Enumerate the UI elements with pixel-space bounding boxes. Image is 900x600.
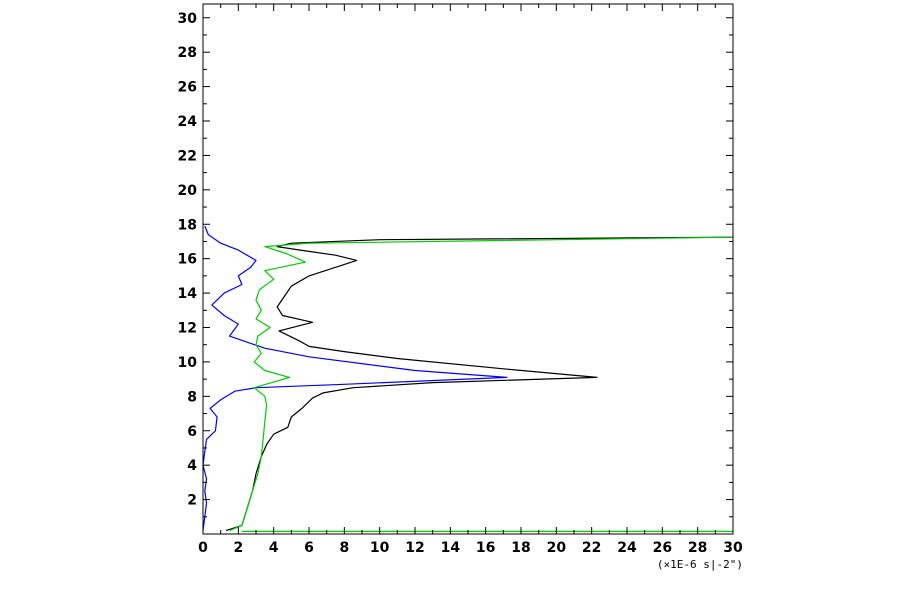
y-tick-label: 26 — [178, 80, 197, 96]
x-unit-label: (×1E-6 s|-2") — [657, 558, 743, 571]
plot-marks — [202, 225, 734, 533]
y-tick-label: 6 — [187, 424, 197, 440]
y-tick-label: 20 — [178, 183, 198, 199]
y-tick-label: 24 — [178, 114, 198, 130]
x-tick-label: 24 — [617, 540, 637, 556]
x-tick-label: 22 — [582, 540, 601, 556]
y-tick-label: 30 — [178, 11, 198, 27]
series-line-3 — [229, 236, 734, 532]
x-tick-label: 8 — [339, 540, 349, 556]
x-tick-label: 30 — [723, 540, 743, 556]
axes: 0 2 4 6 8 10 12 14 16 18 20 22 24 26 28 302468101214161… — [178, 4, 743, 556]
x-tick-label: 4 — [269, 540, 279, 556]
x-tick-label: 0 — [198, 540, 208, 556]
y-tick-label: 12 — [178, 321, 197, 337]
x-tick-label: 12 — [405, 540, 424, 556]
x-tick-label: 10 — [370, 540, 390, 556]
series-line-1 — [225, 236, 734, 532]
x-tick-label: 20 — [547, 540, 567, 556]
y-tick-label: 14 — [178, 286, 198, 302]
series-line-2 — [202, 225, 508, 531]
x-tick-label: 14 — [441, 540, 461, 556]
y-tick-label: 2 — [187, 493, 197, 509]
plot-frame — [202, 3, 734, 535]
y-tick-label: 18 — [178, 217, 197, 233]
y-tick-label: 16 — [178, 252, 197, 268]
y-tick-label: 28 — [178, 45, 197, 61]
x-tick-label: 28 — [688, 540, 707, 556]
y-tick-label: 10 — [178, 355, 198, 371]
x-tick-label: 26 — [653, 540, 672, 556]
x-tick-label: 6 — [304, 540, 314, 556]
x-tick-label: 18 — [511, 540, 530, 556]
x-tick-label: 2 — [233, 540, 243, 556]
y-tick-label: 22 — [178, 148, 197, 164]
x-tick-label: 16 — [476, 540, 495, 556]
y-tick-label: 4 — [187, 458, 197, 474]
y-tick-label: 8 — [187, 389, 197, 405]
